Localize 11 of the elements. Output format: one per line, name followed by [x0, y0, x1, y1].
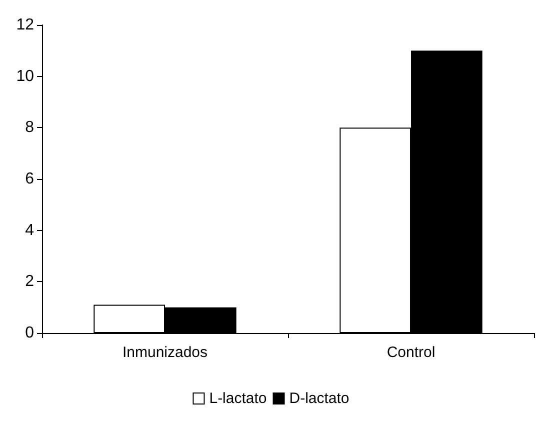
x-tick-label: Inmunizados	[122, 344, 208, 361]
y-tick-label: 0	[25, 324, 34, 342]
legend-label: D-lactato	[289, 390, 350, 407]
y-tick-label: 8	[25, 119, 34, 136]
x-tick-label: Control	[386, 344, 436, 361]
y-tick-label: 10	[16, 68, 34, 85]
legend-label: L-lactato	[209, 390, 267, 407]
y-tick-label: 12	[16, 16, 34, 34]
y-tick-label: 4	[25, 222, 34, 239]
y-tick-label: 6	[25, 170, 34, 188]
y-tick-label: 2	[25, 273, 34, 290]
